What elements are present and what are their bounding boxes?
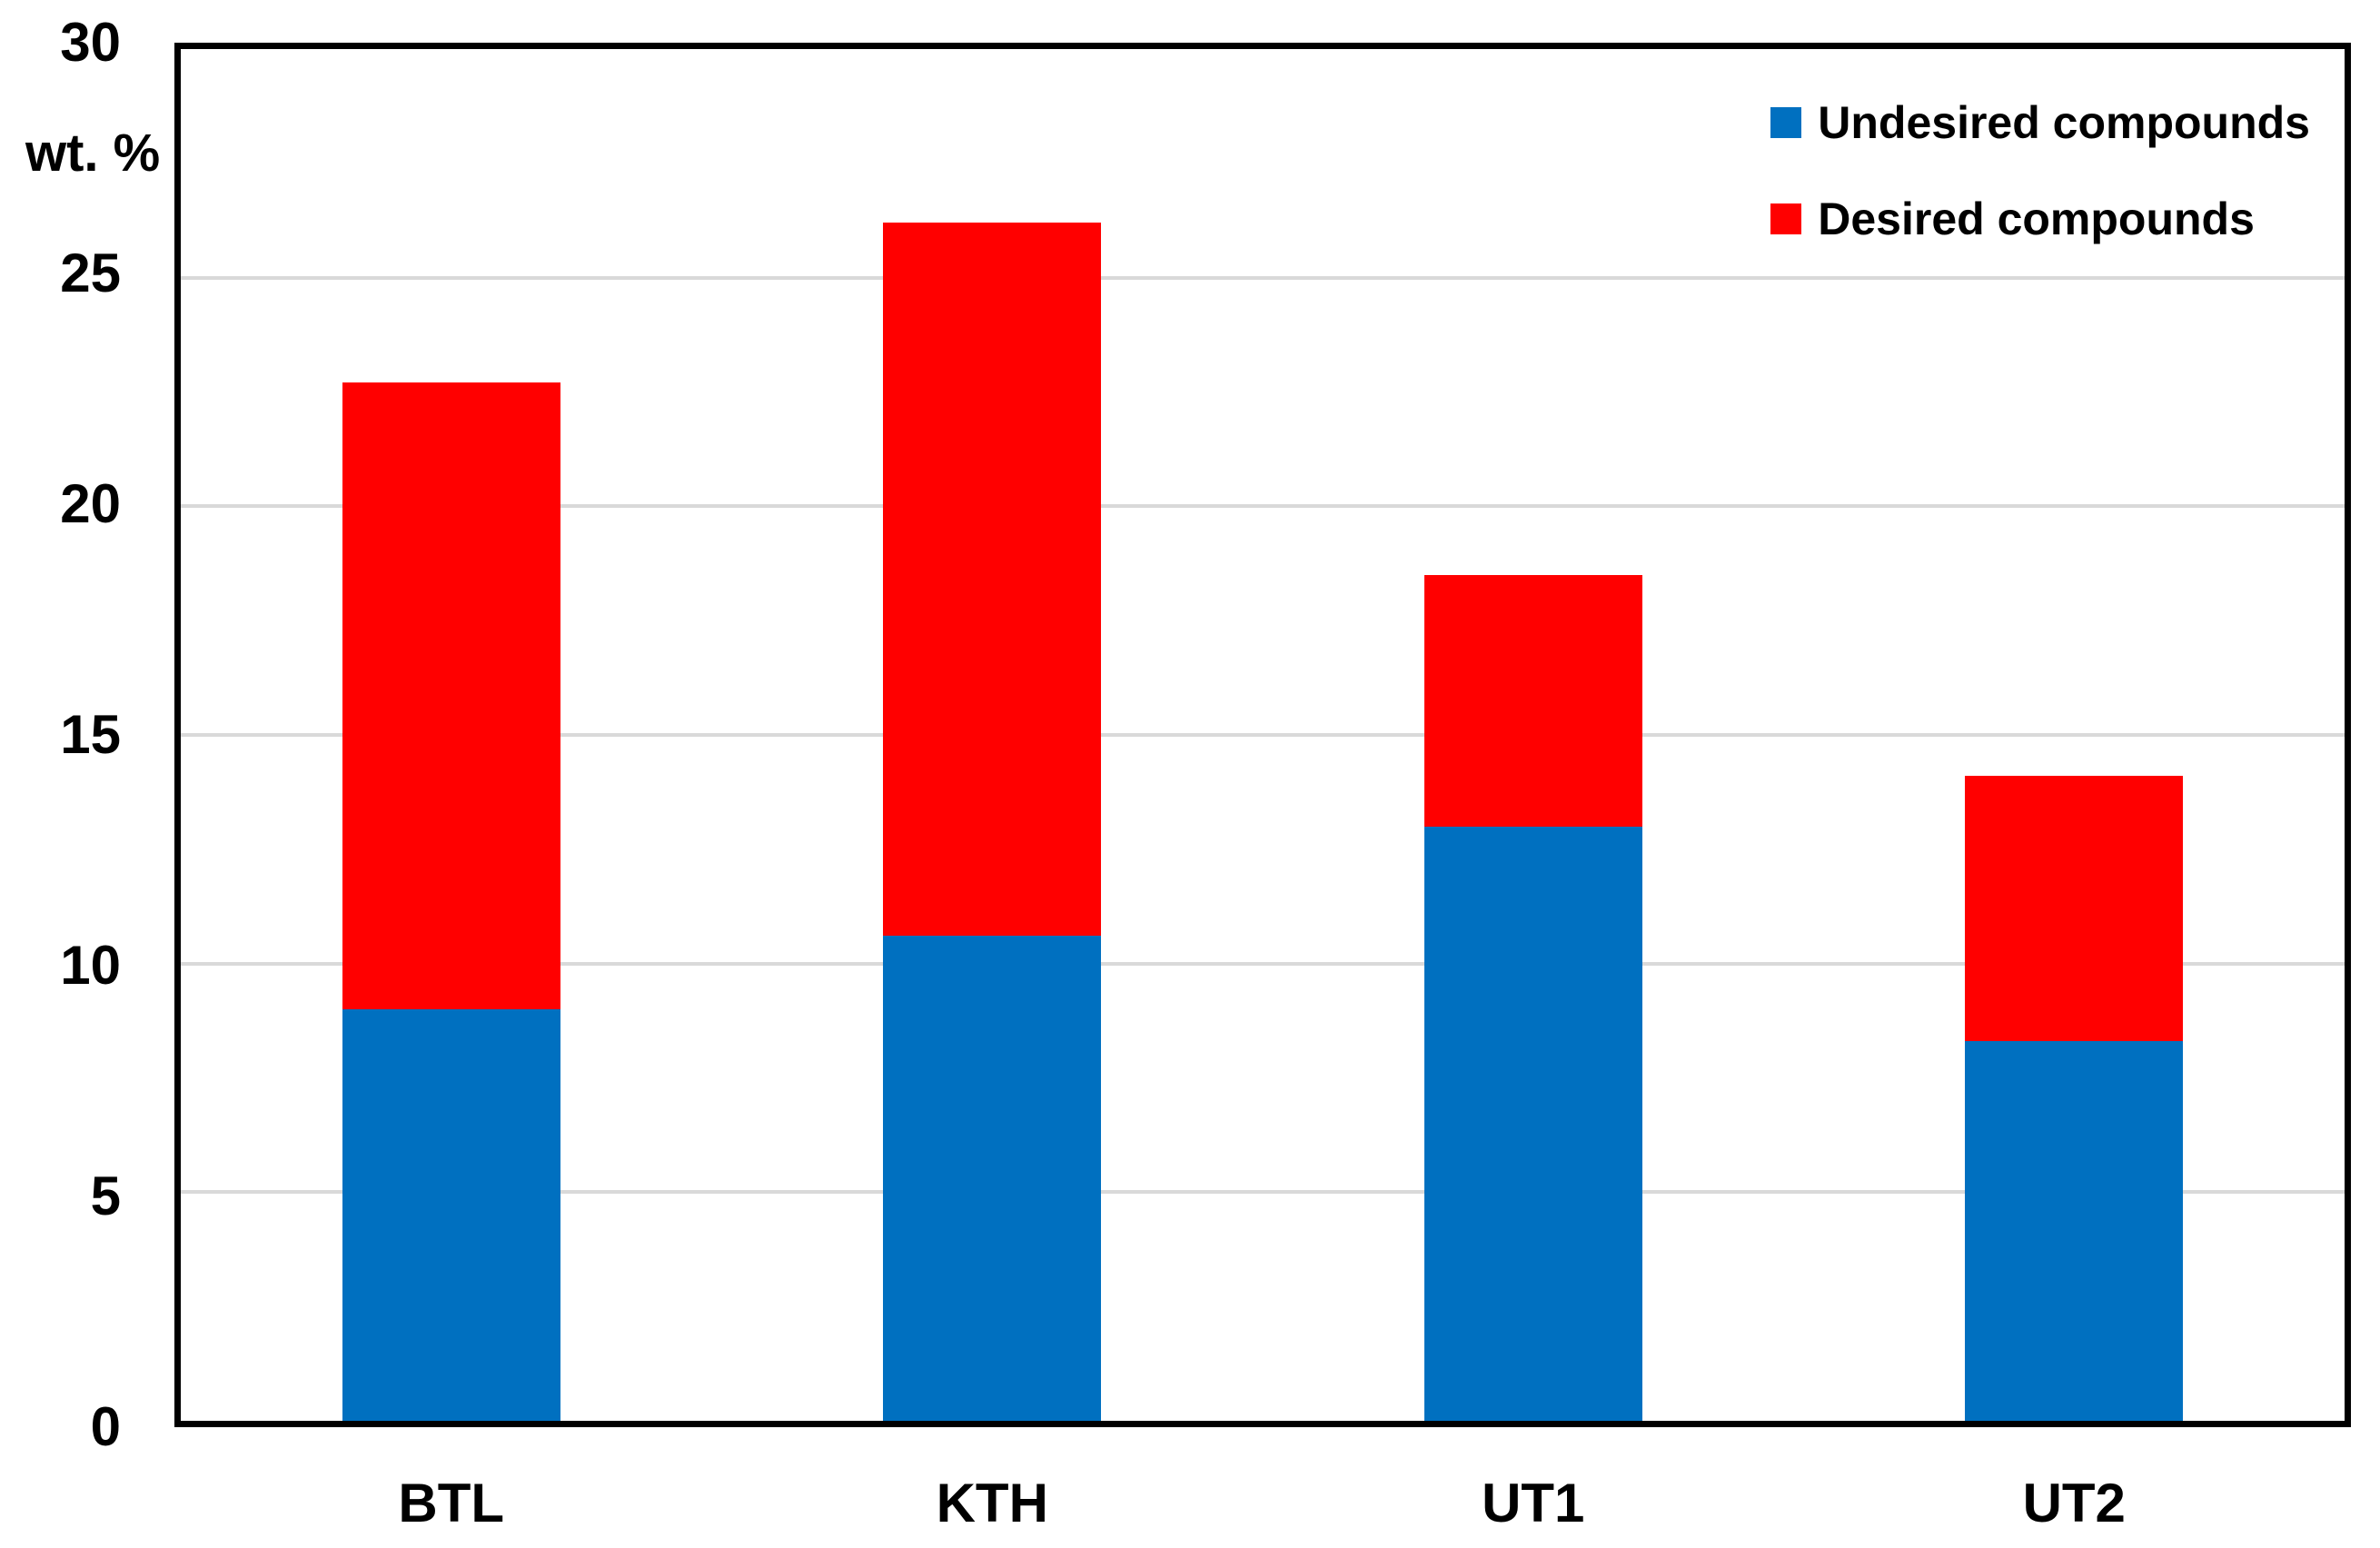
y-tick-10: 10: [60, 935, 121, 996]
plot-area: Undesired compounds Desired compounds: [174, 43, 2351, 1427]
gridline-25: [181, 275, 2345, 280]
gridline-20: [181, 504, 2345, 509]
gridline-15: [181, 733, 2345, 737]
x-label-UT2: UT2: [2022, 1473, 2126, 1533]
bar-segment-KTH-undesired-compounds: [883, 936, 1102, 1421]
bar-segment-UT2-desired-compounds: [1965, 776, 2184, 1042]
bar-UT2: [1965, 49, 2184, 1421]
bar-segment-KTH-desired-compounds: [883, 223, 1102, 937]
x-label-BTL: BTL: [398, 1473, 505, 1533]
legend-swatch-undesired-icon: [1770, 107, 1802, 138]
bar-segment-UT1-desired-compounds: [1423, 574, 1642, 827]
legend-swatch-desired-icon: [1770, 203, 1802, 234]
bar-segment-UT2-undesired-compounds: [1965, 1041, 2184, 1421]
y-tick-15: 15: [60, 704, 121, 765]
legend-label-desired-compounds: Desired compounds: [1818, 194, 2255, 244]
legend-label-undesired-compounds: Undesired compounds: [1818, 97, 2310, 148]
bar-segment-BTL-undesired-compounds: [342, 1009, 560, 1421]
x-axis-category-labels: BTL KTH UT1 UT2: [181, 1426, 2345, 1548]
y-tick-5: 5: [90, 1166, 121, 1226]
x-label-UT1: UT1: [1482, 1473, 1585, 1533]
y-tick-20: 20: [60, 473, 121, 534]
y-axis-title: wt. %: [25, 124, 161, 183]
bar-segment-BTL-desired-compounds: [342, 382, 560, 1009]
legend-item-desired-compounds: Desired compounds: [1770, 193, 2310, 245]
y-tick-0: 0: [90, 1396, 121, 1457]
legend-item-undesired-compounds: Undesired compounds: [1770, 96, 2310, 149]
y-axis-tick-labels: 0 5 10 15 20 25 30: [0, 15, 121, 1454]
legend: Undesired compounds Desired compounds: [1770, 96, 2310, 245]
bar-BTL: [342, 49, 560, 1421]
gridline-10: [181, 961, 2345, 966]
x-label-KTH: KTH: [936, 1473, 1048, 1533]
bar-segment-UT1-undesired-compounds: [1423, 826, 1642, 1421]
y-tick-25: 25: [60, 243, 121, 303]
bar-KTH: [883, 49, 1102, 1421]
y-tick-30: 30: [60, 12, 121, 73]
gridline-5: [181, 1190, 2345, 1195]
bar-UT1: [1423, 49, 1642, 1421]
